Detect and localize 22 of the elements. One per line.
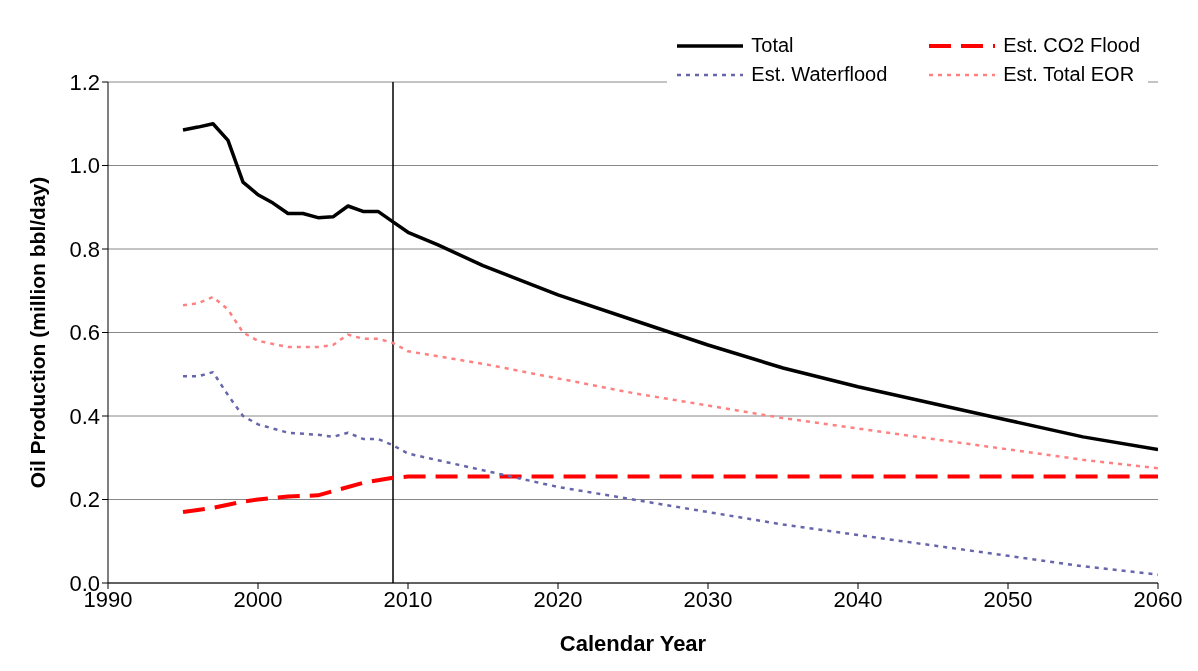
y-axis-title: Oil Production (million bbl/day) [26,176,50,489]
x-axis-title: Calendar Year [559,630,707,656]
y-tick-label: 0.2 [69,487,100,513]
line-series [181,474,1158,515]
x-tick-label: 2030 [683,586,733,612]
y-tick-label: 1.2 [69,69,100,95]
legend-label: Total [751,34,794,57]
y-tick-label: 0.8 [69,236,100,262]
x-tick-label: 2010 [383,586,433,612]
x-tick-label: 2000 [233,586,283,612]
x-tick-label: 2040 [833,586,883,612]
y-tick-label: 0.4 [69,403,100,429]
x-tick-label: 2020 [533,586,583,612]
line-series [181,295,1158,470]
line-series [181,370,1158,576]
y-tick-label: 0.6 [69,320,100,346]
legend-label: Est. Waterflood [751,63,888,86]
x-tick-label: 2050 [983,586,1033,612]
legend-label: Est. Total EOR [1003,63,1135,86]
legend-label: Est. CO2 Flood [1003,34,1140,57]
y-tick-label: 1.0 [69,153,100,179]
x-tick-label: 2060 [1133,586,1183,612]
